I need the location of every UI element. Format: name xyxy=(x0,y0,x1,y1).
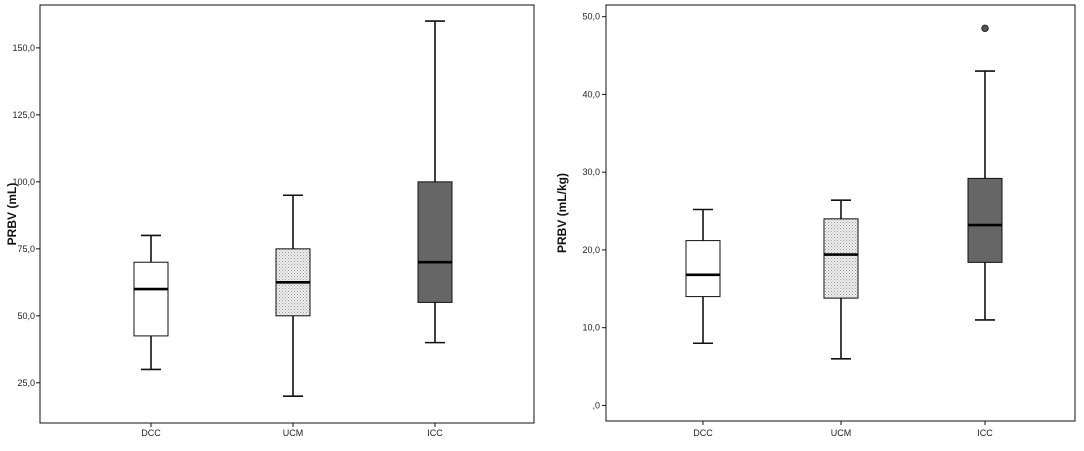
x-tick-label-dcc: DCC xyxy=(693,428,713,438)
y-tick-label: 20,0 xyxy=(582,245,600,255)
iqr-box xyxy=(133,261,169,337)
box-dcc xyxy=(133,234,169,371)
y-tick-label: 25,0 xyxy=(17,378,35,388)
y-ticks: ,0 10,0 20,0 30,0 40,0 50,0 xyxy=(582,12,606,410)
box-ucm xyxy=(275,194,311,398)
x-tick-label-ucm: UCM xyxy=(283,428,304,438)
chart-right: PRBV (mL/kg) ,0 10,0 20,0 30,0 40,0 50,0 DCC U… xyxy=(555,4,1076,438)
y-tick-label: 150,0 xyxy=(12,43,35,53)
y-tick-label: 125,0 xyxy=(12,110,35,120)
y-tick-label: 50,0 xyxy=(17,311,35,321)
y-tick-label: 40,0 xyxy=(582,89,600,99)
iqr-box xyxy=(685,240,721,298)
iqr-box xyxy=(823,218,859,299)
y-tick-label: 100,0 xyxy=(12,177,35,187)
y-tick-label: 10,0 xyxy=(582,323,600,333)
y-tick-label: 75,0 xyxy=(17,244,35,254)
box-icc xyxy=(417,20,453,344)
y-axis-label: PRBV (mL/kg) xyxy=(555,173,569,253)
y-tick-label: 50,0 xyxy=(582,12,600,22)
box-dcc xyxy=(685,208,721,345)
boxes xyxy=(685,24,1003,360)
chart-left: PRBV (mL) 25,0 50,0 75,0 100,0 125,0 150,0 DC… xyxy=(5,4,535,438)
box-icc xyxy=(967,24,1003,321)
x-ticks: DCC UCM ICC xyxy=(693,421,993,438)
iqr-box xyxy=(417,181,453,303)
x-tick-label-ucm: UCM xyxy=(831,428,852,438)
y-tick-label: ,0 xyxy=(592,400,600,410)
outlier-point xyxy=(981,24,989,33)
x-ticks: DCC UCM ICC xyxy=(141,423,443,438)
iqr-box xyxy=(967,177,1003,263)
box-ucm xyxy=(823,199,859,360)
y-ticks: 25,0 50,0 75,0 100,0 125,0 150,0 xyxy=(12,43,40,388)
x-tick-label-dcc: DCC xyxy=(141,428,161,438)
y-axis-label: PRBV (mL) xyxy=(5,183,19,246)
x-tick-label-icc: ICC xyxy=(977,428,993,438)
y-tick-label: 30,0 xyxy=(582,167,600,177)
plot-frame xyxy=(39,4,535,424)
boxes xyxy=(133,20,453,398)
x-tick-label-icc: ICC xyxy=(427,428,443,438)
